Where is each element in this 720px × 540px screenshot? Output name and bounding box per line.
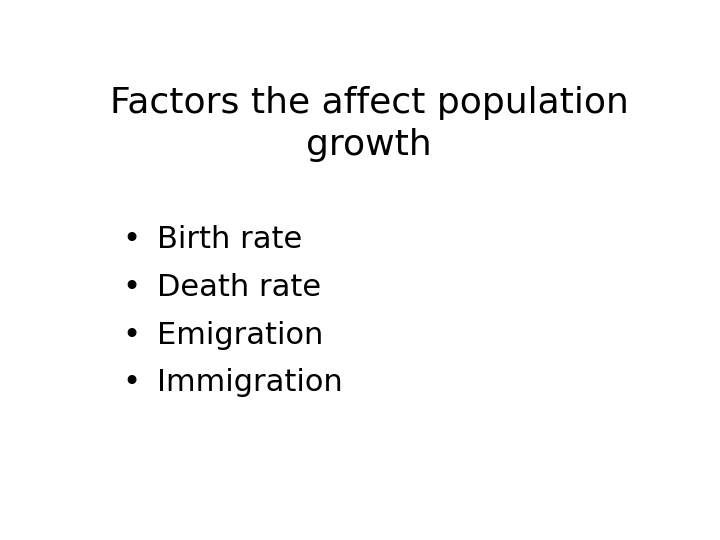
Text: •: •: [123, 225, 141, 254]
Text: Emigration: Emigration: [157, 321, 323, 349]
Text: •: •: [123, 368, 141, 397]
Text: Birth rate: Birth rate: [157, 225, 302, 254]
Text: •: •: [123, 321, 141, 349]
Text: Death rate: Death rate: [157, 273, 321, 302]
Text: Factors the affect population
growth: Factors the affect population growth: [109, 85, 629, 161]
Text: Immigration: Immigration: [157, 368, 343, 397]
Text: •: •: [123, 273, 141, 302]
